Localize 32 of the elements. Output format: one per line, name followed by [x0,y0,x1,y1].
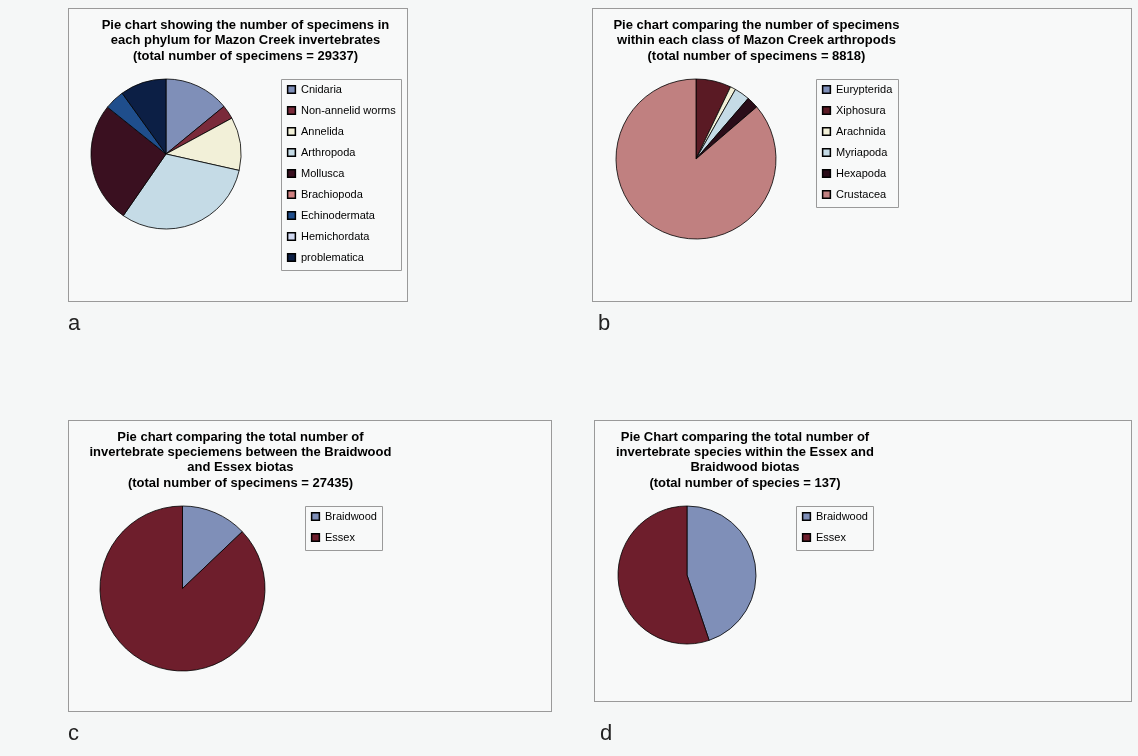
chart-subtitle: (total number of specimens = 8818) [647,48,866,64]
text: Pie chart showing the number of specimens in each phylum for Mazon Creek invertebrates [101,17,390,48]
legend-label: Essex [325,530,356,543]
legend-label: Hemichordata [301,229,371,242]
legend-label: Arthropoda [301,145,357,158]
chart-title: Pie Chart comparing the total number of invertebrate species within the Essex and Braidwood biotas [615,429,874,475]
text: d [600,720,613,746]
chart-title: Pie chart comparing the total number of invertebrate speciemens between the Braidwood and Essex biotas [89,429,392,475]
legend-label: Echinodermata [301,208,376,221]
legend-label: Xiphosura [836,103,887,116]
chart-subtitle: (total number of species = 137) [649,475,841,491]
legend-label: Hexapoda [836,166,888,179]
legend-label: Brachiopoda [301,187,364,200]
legend-label: problematica [301,250,365,263]
pie-slice [99,505,266,672]
text: (total number of specimens = 29337) [132,48,358,64]
legend-label: Myriapoda [836,145,889,158]
legend-label: Eurypterida [836,82,894,95]
legend-label: Arachnida [836,124,887,137]
text: b [598,310,611,336]
text: c [68,720,79,746]
chart-subtitle: (total number of specimens = 27435) [127,475,353,491]
chart-title: Pie chart comparing the number of specimens within each class of Mazon Creek arthropods [613,17,900,48]
legend-label: Cnidaria [301,82,343,95]
legend-label: Crustacea [836,187,888,200]
legend-label: Mollusca [301,166,346,179]
legend-label: Essex [816,530,847,543]
legend-label: Braidwood [816,509,868,522]
legend-label: Braidwood [325,509,377,522]
text: a [68,310,81,336]
legend-label: Annelida [301,124,345,137]
legend-label: Non-annelid worms [301,103,397,116]
